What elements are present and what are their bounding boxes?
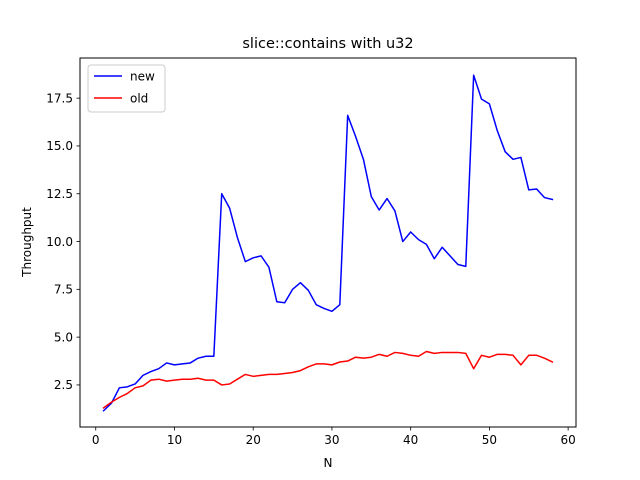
- plot-area: [80, 58, 576, 427]
- x-tick-label: 50: [482, 433, 497, 447]
- x-tick-label: 60: [560, 433, 575, 447]
- series-line-old: [102, 350, 554, 409]
- legend-label-old: old: [130, 91, 148, 105]
- series-layer: [102, 74, 554, 412]
- x-tick-label: 10: [167, 433, 182, 447]
- legend: new old: [87, 64, 166, 113]
- y-tick-label: 2.5: [54, 378, 73, 392]
- x-axis: 0 10 20 30 40 50 60: [92, 427, 576, 447]
- x-tick-label: 40: [403, 433, 418, 447]
- y-tick-label: 12.5: [46, 187, 73, 201]
- y-tick-label: 5.0: [54, 330, 73, 344]
- x-axis-title: N: [324, 456, 333, 470]
- chart-title: slice::contains with u32: [242, 36, 413, 52]
- legend-label-new: new: [130, 69, 155, 83]
- y-axis-title: Throughput: [20, 207, 34, 278]
- y-tick-label: 17.5: [46, 91, 73, 105]
- x-tick-label: 30: [324, 433, 339, 447]
- plot-frame: [79, 57, 577, 428]
- y-axis: 2.5 5.0 7.5 10.0 12.5 15.0 17.5: [46, 91, 80, 392]
- y-tick-label: 10.0: [46, 235, 73, 249]
- series-line-new: [102, 74, 554, 412]
- y-tick-label: 7.5: [54, 283, 73, 297]
- y-tick-label: 15.0: [46, 139, 73, 153]
- x-tick-label: 0: [92, 433, 100, 447]
- x-tick-label: 20: [246, 433, 261, 447]
